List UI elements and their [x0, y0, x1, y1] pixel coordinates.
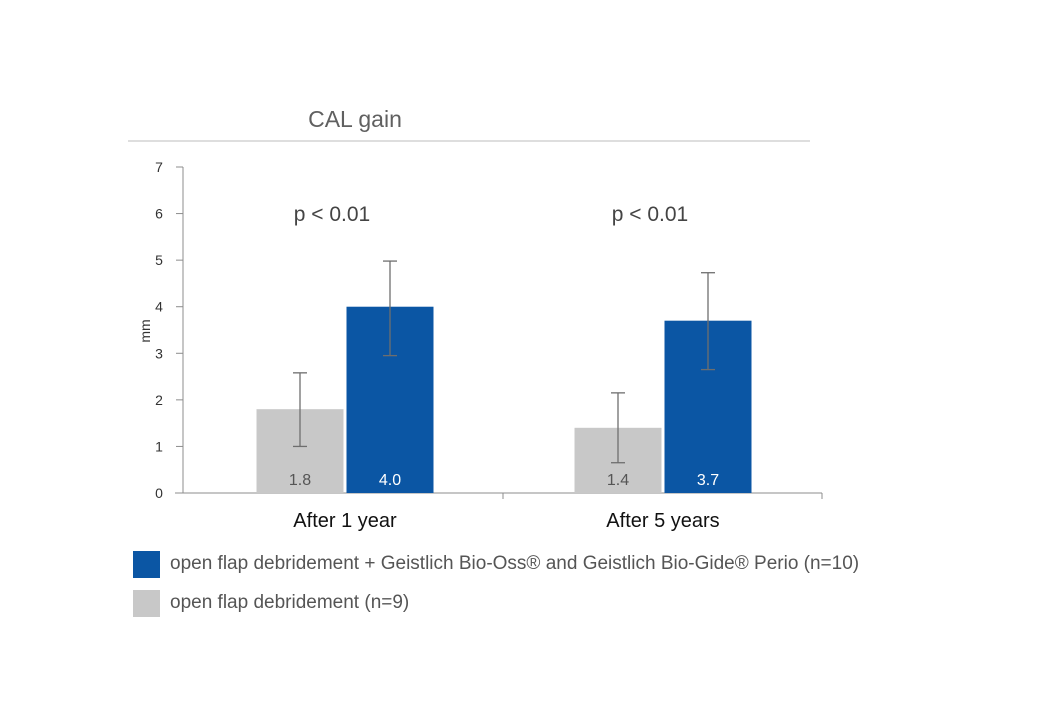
- y-tick-label: 5: [155, 252, 163, 268]
- y-tick-label: 7: [155, 159, 163, 175]
- bar-value-label: 4.0: [379, 472, 401, 489]
- chart-title: CAL gain: [308, 106, 402, 132]
- chart: CAL gain 0 1 2 3 4 5 6 7 mm After 1 year p < 0.01 1.…: [128, 106, 823, 532]
- bar-value-label: 1.4: [607, 472, 629, 489]
- y-tick-label: 0: [155, 485, 163, 501]
- y-axis-label: mm: [137, 319, 153, 342]
- y-tick-label: 6: [155, 206, 163, 222]
- legend: open flap debridement + Geistlich Bio-Os…: [133, 549, 1013, 627]
- legend-swatch-control: [133, 589, 160, 617]
- y-tick-label: 1: [155, 438, 163, 454]
- x-tick-label: After 5 years: [606, 510, 719, 532]
- legend-swatch-treatment: [133, 550, 160, 578]
- y-tick-label: 4: [155, 299, 163, 315]
- bar-value-label: 1.8: [289, 472, 311, 489]
- p-value-annotation: p < 0.01: [612, 203, 688, 226]
- legend-label-control: open flap debridement (n=9): [170, 592, 410, 613]
- legend-item-treatment: open flap debridement + Geistlich Bio-Os…: [133, 549, 1013, 579]
- x-tick-label: After 1 year: [293, 510, 397, 532]
- legend-item-control: open flap debridement (n=9): [133, 588, 1013, 618]
- y-tick-label: 2: [155, 392, 163, 408]
- bar-value-label: 3.7: [697, 472, 719, 489]
- y-tick-label: 3: [155, 345, 163, 361]
- legend-label-treatment: open flap debridement + Geistlich Bio-Os…: [170, 553, 860, 574]
- p-value-annotation: p < 0.01: [294, 203, 370, 226]
